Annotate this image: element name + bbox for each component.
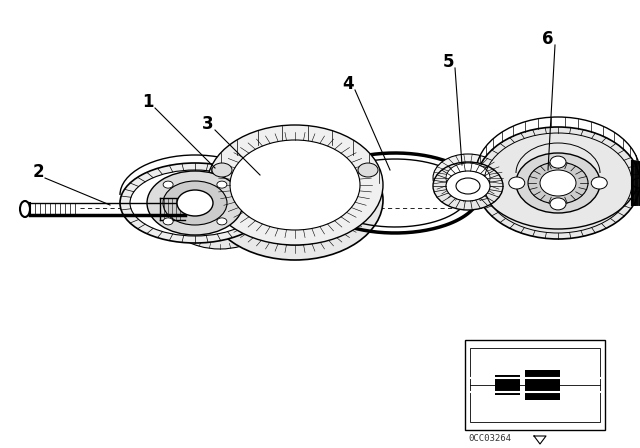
Ellipse shape xyxy=(528,162,588,204)
Ellipse shape xyxy=(120,163,270,243)
Ellipse shape xyxy=(433,162,503,210)
Ellipse shape xyxy=(163,181,173,188)
Ellipse shape xyxy=(163,218,173,225)
Ellipse shape xyxy=(212,163,232,177)
Ellipse shape xyxy=(147,171,243,235)
Ellipse shape xyxy=(446,171,490,201)
Ellipse shape xyxy=(476,127,640,239)
Text: 1: 1 xyxy=(142,93,154,111)
Ellipse shape xyxy=(130,170,260,236)
Text: 6: 6 xyxy=(542,30,554,48)
Ellipse shape xyxy=(358,163,378,177)
Ellipse shape xyxy=(550,198,566,210)
Bar xyxy=(525,370,560,400)
Ellipse shape xyxy=(516,153,600,213)
Ellipse shape xyxy=(509,177,525,189)
Ellipse shape xyxy=(177,190,213,216)
Bar xyxy=(465,340,605,430)
Ellipse shape xyxy=(207,140,383,260)
Text: 0CC03264: 0CC03264 xyxy=(468,434,511,443)
Text: 3: 3 xyxy=(202,115,214,133)
Ellipse shape xyxy=(165,173,275,249)
Text: 4: 4 xyxy=(342,75,354,93)
Ellipse shape xyxy=(163,181,227,225)
Ellipse shape xyxy=(632,178,640,188)
Ellipse shape xyxy=(433,154,503,202)
Bar xyxy=(495,375,520,395)
Text: 5: 5 xyxy=(442,53,454,71)
Ellipse shape xyxy=(230,155,360,245)
Ellipse shape xyxy=(550,156,566,168)
Ellipse shape xyxy=(230,140,360,230)
Ellipse shape xyxy=(446,163,490,193)
Ellipse shape xyxy=(217,181,227,188)
Ellipse shape xyxy=(217,218,227,225)
Ellipse shape xyxy=(20,201,30,217)
Text: 2: 2 xyxy=(32,163,44,181)
Bar xyxy=(470,348,600,422)
Ellipse shape xyxy=(591,177,607,189)
Ellipse shape xyxy=(207,125,383,245)
Ellipse shape xyxy=(540,170,576,196)
Ellipse shape xyxy=(456,178,480,194)
